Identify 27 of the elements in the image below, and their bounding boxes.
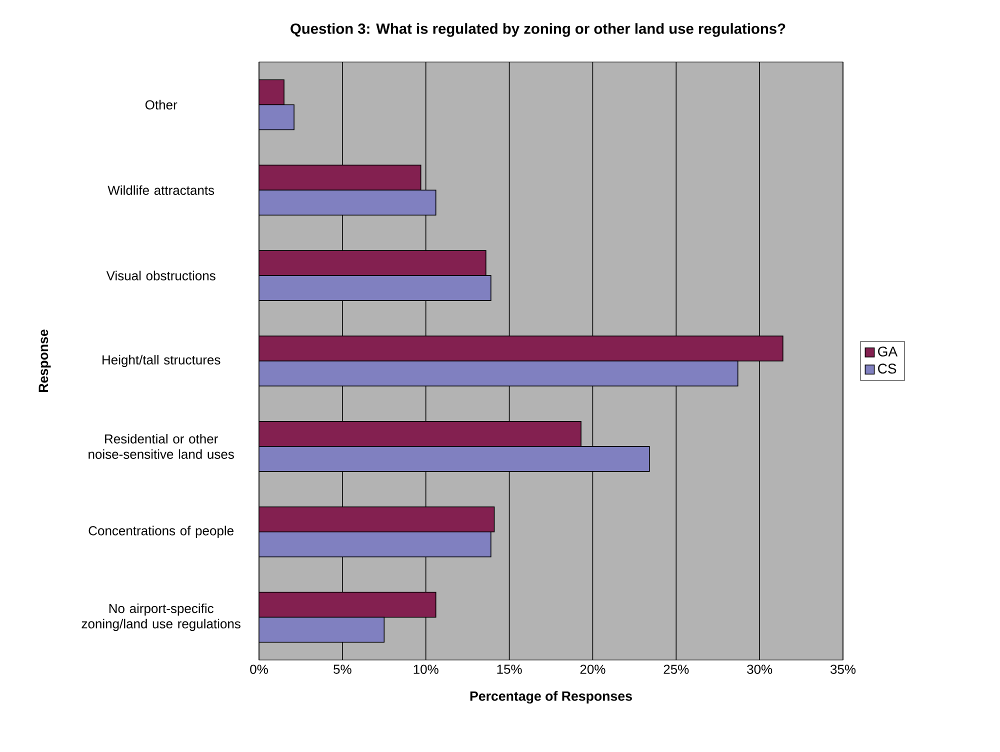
x-tick-label: 20% [580, 664, 606, 674]
x-tick-label: 30% [747, 664, 772, 674]
bar [259, 616, 385, 643]
bar [259, 531, 492, 558]
bar [259, 275, 492, 301]
y-tick-label: Visual obstructions [106, 270, 216, 280]
y-tick-label: Other [145, 100, 178, 110]
bar [259, 190, 436, 216]
x-tick-label: 25% [664, 664, 689, 674]
x-tick-label: 0% [250, 664, 268, 674]
x-tick-label: 15% [497, 664, 522, 674]
y-tick-label: No airport-specific zoning/land use regulations [82, 604, 240, 632]
legend-label: CS [878, 364, 896, 374]
bar [259, 360, 738, 386]
x-tick-label: 5% [334, 664, 352, 674]
y-tick-label: Residential or other noise-sensitive land uses [88, 434, 234, 459]
x-axis-title: Percentage of Responses [470, 691, 632, 704]
bar [259, 104, 294, 130]
bar [259, 446, 650, 472]
chart-title: Question 3: What is regulated by zoning or other land use regulations? [290, 23, 786, 37]
legend-label: GA [878, 346, 898, 356]
y-tick-label: Wildlife attractants [108, 185, 214, 195]
y-tick-label: Height/tall structures [102, 354, 220, 368]
y-tick-label: Concentrations of people [88, 526, 234, 538]
x-tick-label: 10% [414, 664, 438, 674]
x-tick-label: 35% [830, 664, 856, 674]
y-axis-title: Response [38, 330, 51, 392]
